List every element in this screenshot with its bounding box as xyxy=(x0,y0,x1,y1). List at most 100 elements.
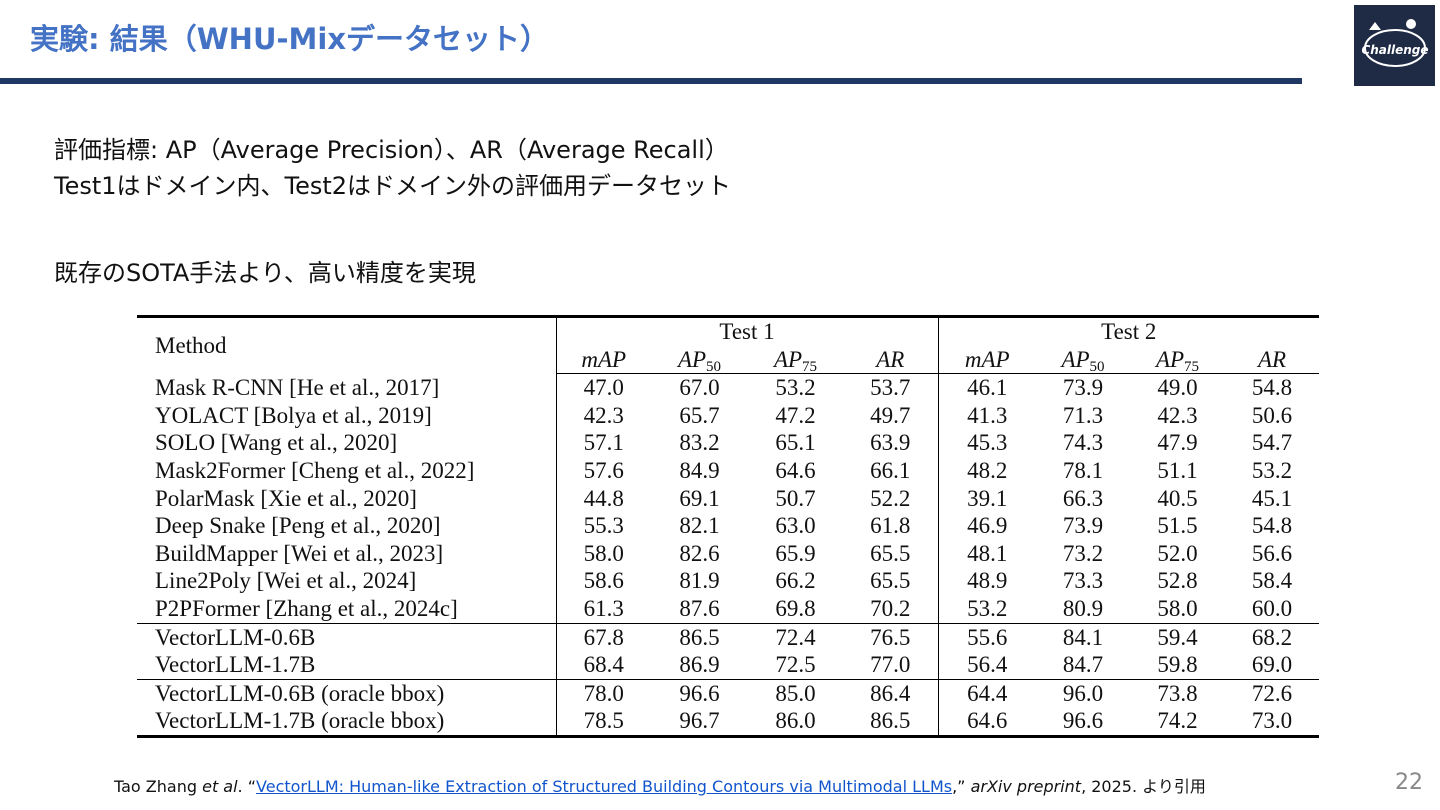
caption-etal: et al xyxy=(202,777,238,796)
value-cell: 65.1 xyxy=(775,430,816,456)
value-cell: 73.0 xyxy=(1251,708,1293,734)
paper-link[interactable]: VectorLLM: Human-like Extraction of Stru… xyxy=(256,777,953,796)
value-cell: 86.5 xyxy=(679,624,720,650)
caption-close: ,” xyxy=(952,777,971,796)
metric-name: mAP xyxy=(581,346,627,372)
value-cell: 68.2 xyxy=(1251,624,1293,650)
metric-subscript: 75 xyxy=(1184,358,1200,375)
value-cell: 69.0 xyxy=(1251,652,1293,678)
value-cell: 65.7 xyxy=(679,402,720,428)
value-cell: 73.3 xyxy=(1062,568,1104,594)
metric-subscript: 75 xyxy=(802,358,818,375)
table-row: Mask R-CNN [He et al., 2017] 47.0 67.0 53.2… xyxy=(137,373,1319,402)
method-cell: VectorLLM-0.6B xyxy=(137,623,557,652)
value-cell: 40.5 xyxy=(1157,485,1198,511)
value-cell: 53.2 xyxy=(775,375,816,401)
value-cell: 65.5 xyxy=(843,539,939,568)
method-cell: VectorLLM-1.7B (oracle bbox) xyxy=(137,707,557,737)
challenge-logo-icon: Challenge xyxy=(1354,5,1435,86)
value-cell: 47.9 xyxy=(1157,430,1198,456)
value-cell: 74.3 xyxy=(1062,430,1104,456)
metric-name: AP xyxy=(1061,346,1090,372)
value-cell: 72.6 xyxy=(1251,680,1293,706)
value-cell: 67.0 xyxy=(679,375,720,401)
value-cell: 80.9 xyxy=(1062,595,1104,621)
value-cell: 73.9 xyxy=(1062,513,1104,539)
table-row: Mask2Former [Cheng et al., 2022] 57.6 84.9… xyxy=(137,456,1319,485)
metric-name: AP xyxy=(773,346,803,372)
bullet-conclusion: 既存のSOTA手法より、高い精度を実現 xyxy=(54,259,476,287)
value-cell: 44.8 xyxy=(583,485,624,511)
value-cell: 77.0 xyxy=(843,651,939,680)
metric-subscript: 50 xyxy=(706,358,722,375)
value-cell: 42.3 xyxy=(583,402,624,428)
value-cell: 83.2 xyxy=(679,430,720,456)
table-row: Deep Snake [Peng et al., 2020] 55.3 82.1 63… xyxy=(137,512,1319,540)
metric-header: mAP xyxy=(938,345,1036,375)
caption-author: Tao Zhang xyxy=(114,777,203,796)
metric-header: AP50 xyxy=(1036,345,1130,375)
value-cell: 65.5 xyxy=(843,567,939,595)
table-row: VectorLLM-1.7B (oracle bbox) 78.5 96.7 86.0… xyxy=(137,707,1319,737)
value-cell: 47.2 xyxy=(775,402,816,428)
value-cell: 47.0 xyxy=(583,375,624,401)
logo-text: Challenge xyxy=(1361,43,1428,57)
metric-header: AP50 xyxy=(651,345,748,375)
value-cell: 73.8 xyxy=(1157,680,1198,706)
value-cell: 51.1 xyxy=(1157,457,1198,483)
value-cell: 70.2 xyxy=(843,594,939,624)
value-cell: 66.2 xyxy=(775,568,816,594)
value-cell: 57.1 xyxy=(583,430,624,456)
value-cell: 39.1 xyxy=(967,485,1008,511)
metric-header: AR xyxy=(1225,345,1319,375)
value-cell: 81.9 xyxy=(679,568,720,594)
value-cell: 72.4 xyxy=(775,624,816,650)
value-cell: 66.3 xyxy=(1062,485,1104,511)
value-cell: 65.9 xyxy=(775,540,816,566)
method-cell: Line2Poly [Wei et al., 2024] xyxy=(137,567,557,595)
metric-name: mAP xyxy=(964,346,1010,372)
page-number: 22 xyxy=(1395,770,1423,795)
value-cell: 69.8 xyxy=(775,595,816,621)
value-cell: 51.5 xyxy=(1157,513,1198,539)
value-cell: 64.4 xyxy=(967,680,1008,706)
metric-name: AR xyxy=(876,346,905,372)
value-cell: 86.5 xyxy=(843,707,939,737)
table-row: Line2Poly [Wei et al., 2024] 58.6 81.9 66.2… xyxy=(137,567,1319,595)
metric-name: AP xyxy=(677,346,707,372)
value-cell: 96.0 xyxy=(1062,680,1104,706)
metric-subscript: 50 xyxy=(1089,358,1105,375)
value-cell: 42.3 xyxy=(1157,402,1198,428)
method-cell: Mask2Former [Cheng et al., 2022] xyxy=(137,456,557,485)
method-header: Method xyxy=(137,316,557,374)
value-cell: 96.6 xyxy=(679,680,720,706)
value-cell: 49.0 xyxy=(1157,375,1198,401)
metric-header: AR xyxy=(843,345,939,375)
method-cell: Mask R-CNN [He et al., 2017] xyxy=(137,373,557,402)
value-cell: 72.5 xyxy=(775,652,816,678)
value-cell: 78.5 xyxy=(583,708,624,734)
results-table-grid: Method Test 1 Test 2 mAP AP50 AP75 AR mAP AP5… xyxy=(137,315,1319,738)
value-cell: 45.3 xyxy=(967,430,1008,456)
value-cell: 60.0 xyxy=(1251,595,1293,621)
value-cell: 66.1 xyxy=(843,456,939,485)
value-cell: 58.4 xyxy=(1251,568,1293,594)
table-row: YOLACT [Bolya et al., 2019] 42.3 65.7 47.2 4… xyxy=(137,401,1319,430)
value-cell: 73.9 xyxy=(1062,375,1104,401)
method-cell: Deep Snake [Peng et al., 2020] xyxy=(137,512,557,540)
table-row: P2PFormer [Zhang et al., 2024c] 61.3 87.6 6… xyxy=(137,594,1319,624)
value-cell: 67.8 xyxy=(583,624,624,650)
value-cell: 84.1 xyxy=(1062,624,1104,650)
value-cell: 52.8 xyxy=(1157,568,1198,594)
value-cell: 48.9 xyxy=(967,568,1008,594)
caption-venue: arXiv preprint xyxy=(970,777,1082,796)
value-cell: 82.6 xyxy=(679,540,720,566)
value-cell: 41.3 xyxy=(967,402,1008,428)
group-header-test2: Test 2 xyxy=(1101,319,1157,344)
value-cell: 52.0 xyxy=(1157,540,1198,566)
value-cell: 46.1 xyxy=(967,375,1008,401)
value-cell: 54.8 xyxy=(1251,375,1293,401)
results-table: Method Test 1 Test 2 mAP AP50 AP75 AR mAP AP5… xyxy=(137,315,1319,738)
value-cell: 50.7 xyxy=(775,485,816,511)
value-cell: 53.2 xyxy=(967,595,1008,621)
